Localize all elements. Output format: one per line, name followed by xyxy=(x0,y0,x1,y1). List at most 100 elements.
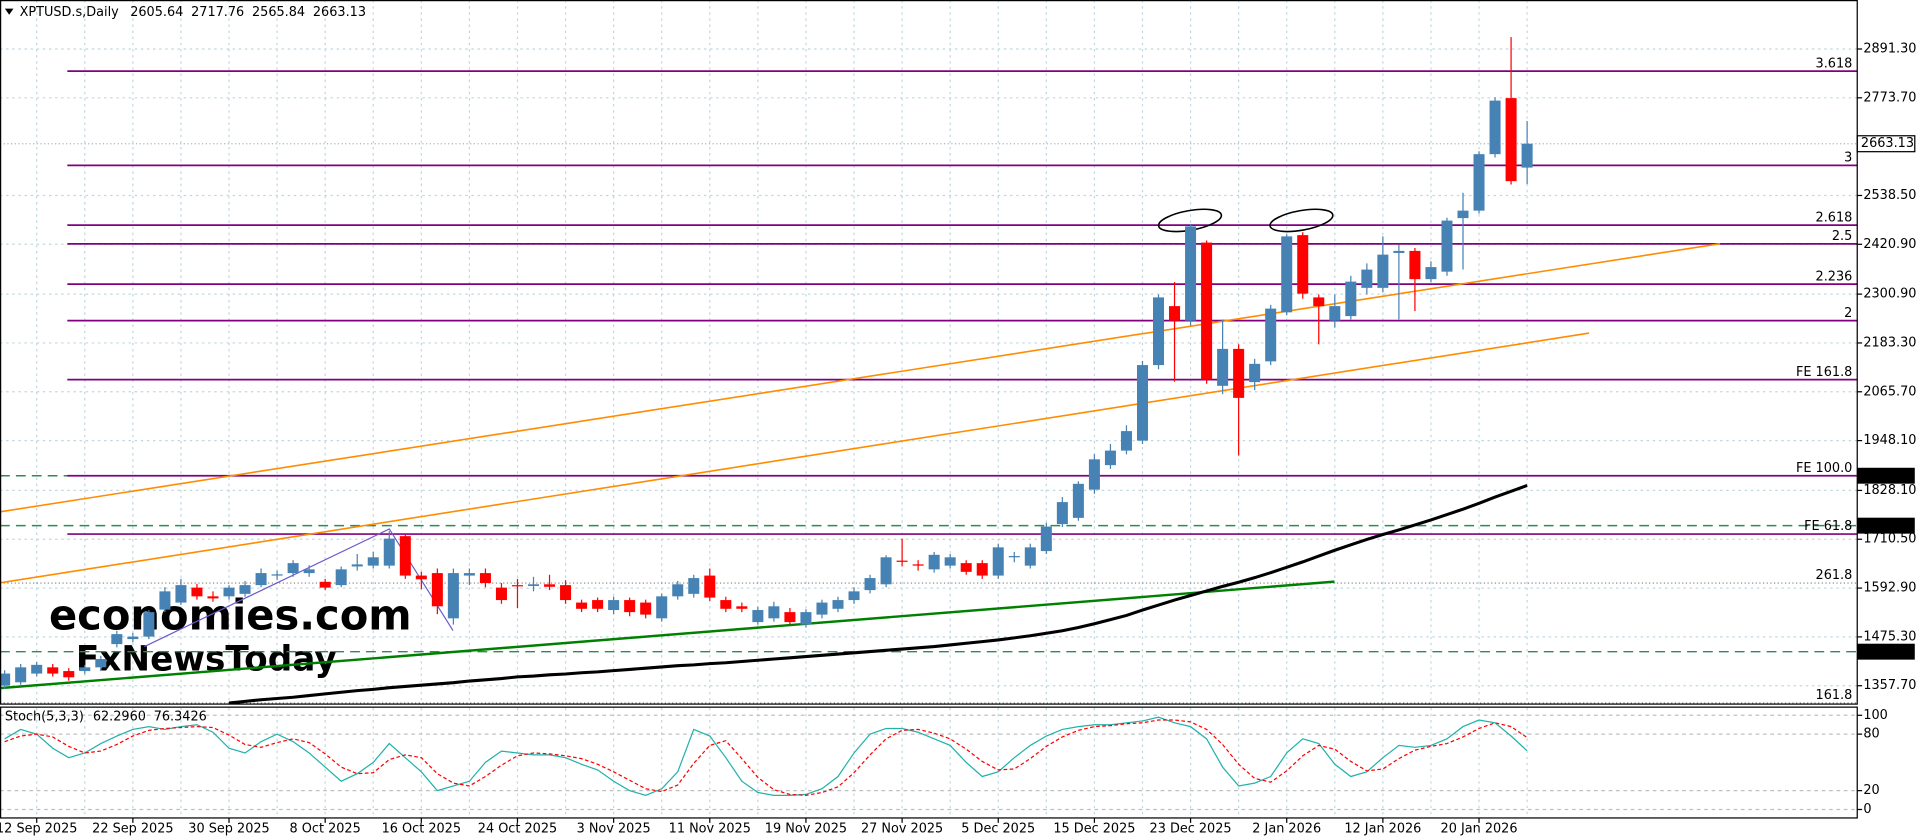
stoch-k-value: 62.2960 xyxy=(93,709,146,724)
main-panel-border xyxy=(0,0,1858,705)
candle-body xyxy=(335,569,347,586)
candle-body xyxy=(1008,556,1020,558)
candle-body xyxy=(447,573,459,619)
candle-body xyxy=(1521,143,1533,168)
candle-body xyxy=(1281,236,1293,313)
grid-layer xyxy=(0,0,1858,705)
trend-line xyxy=(0,242,1721,513)
candle-body xyxy=(1201,242,1213,380)
candle-body xyxy=(816,602,828,615)
candle-body xyxy=(1505,98,1517,182)
candle-body xyxy=(1088,459,1100,490)
candle-body xyxy=(127,636,139,640)
x-tick-label: 12 Jan 2026 xyxy=(1344,821,1421,836)
stoch-panel-border xyxy=(0,706,1858,819)
x-tick-label: 19 Nov 2025 xyxy=(765,821,847,836)
y-tick-label: 1475.30 xyxy=(1863,629,1916,644)
candle-body xyxy=(431,573,443,607)
candle-body xyxy=(1265,308,1277,362)
x-tick-label: 8 Oct 2025 xyxy=(290,821,361,836)
chart-header: XPTUSD.s,Daily 2605.64 2717.76 2565.84 2… xyxy=(20,5,366,20)
trend-line xyxy=(0,332,1590,584)
candle-body xyxy=(351,564,363,567)
candle-body xyxy=(704,575,716,598)
candle-layer xyxy=(0,37,1533,689)
fib-label: 3.618 xyxy=(1816,56,1853,71)
candle-body xyxy=(1233,348,1245,398)
candle-body xyxy=(736,606,748,609)
candle-body xyxy=(880,557,892,585)
fib-label: 2 xyxy=(1844,306,1852,321)
candle-body xyxy=(191,587,203,597)
x-tick-label: 20 Jan 2026 xyxy=(1441,821,1518,836)
moving-average xyxy=(228,484,1528,705)
candle-body xyxy=(367,557,379,566)
candle-body xyxy=(463,573,475,576)
candle-body xyxy=(656,596,668,619)
price-tag xyxy=(1857,643,1915,660)
y-tick-label: 2538.50 xyxy=(1863,188,1916,203)
price-tag xyxy=(1857,517,1915,534)
x-tick-label: 23 Dec 2025 xyxy=(1150,821,1232,836)
price-tag-label: 1743.26 xyxy=(1861,518,1914,533)
collapse-icon[interactable] xyxy=(4,8,14,15)
y-tick-label: 2300.90 xyxy=(1863,287,1916,302)
highlight-ellipse xyxy=(1269,208,1334,233)
overlay-layer xyxy=(228,484,1528,705)
candle-body xyxy=(720,600,732,609)
candle-body xyxy=(960,563,972,572)
x-tick-label: 27 Nov 2025 xyxy=(861,821,943,836)
candle-body xyxy=(1249,363,1261,383)
candle-body xyxy=(896,560,908,562)
candle-body xyxy=(848,591,860,601)
candle-body xyxy=(1072,483,1084,518)
y-tick-label: 2891.30 xyxy=(1863,41,1916,56)
fib-label: 3 xyxy=(1844,151,1852,166)
stoch-layer xyxy=(0,707,1858,818)
candle-body xyxy=(864,578,876,591)
candle-body xyxy=(111,634,123,645)
fib-label: 2.5 xyxy=(1832,229,1852,244)
fib-label: 2.618 xyxy=(1816,210,1853,225)
x-tick-label: 24 Oct 2025 xyxy=(478,821,557,836)
x-tick-label: 22 Sep 2025 xyxy=(92,821,173,836)
y-tick-label: 1592.90 xyxy=(1863,581,1916,596)
stoch-line xyxy=(4,719,1528,796)
stoch-line xyxy=(4,716,1528,797)
y-tick-label: 1357.70 xyxy=(1863,678,1916,693)
symbol: XPTUSD.s,Daily xyxy=(20,5,120,20)
candle-body xyxy=(287,563,299,574)
candle-body xyxy=(1393,250,1405,253)
candle-body xyxy=(1473,154,1485,211)
candle-body xyxy=(944,557,956,566)
candle-body xyxy=(399,536,411,576)
candle-body xyxy=(159,591,171,610)
price-tag-label: 1439.72 xyxy=(1861,644,1914,659)
stoch-header: Stoch(5,3,3) 62.2960 76.3426 xyxy=(5,709,207,724)
y-tick-label: 100 xyxy=(1863,708,1888,723)
fib-label: 2.236 xyxy=(1816,269,1853,284)
candle-body xyxy=(15,667,27,683)
candle-body xyxy=(175,585,187,603)
open-value: 2605.64 xyxy=(130,5,183,20)
candle-body xyxy=(527,584,540,586)
fib-label: 161.8 xyxy=(1816,688,1853,703)
candle-body xyxy=(511,585,523,587)
level-layer: 3.618 3 2.618 2.5 2.236 2 FE 161.8 FE 100.0 FE 6… xyxy=(0,56,1858,704)
candle-body xyxy=(1409,250,1421,280)
candle-body xyxy=(688,578,700,594)
fib-label: 261.8 xyxy=(1816,568,1853,583)
candle-body xyxy=(1345,281,1357,317)
candle-body xyxy=(31,664,43,674)
candle-body xyxy=(95,659,107,668)
candle-body xyxy=(1297,235,1309,294)
x-tick-label: 15 Dec 2025 xyxy=(1053,821,1135,836)
y-tick-label: 2065.70 xyxy=(1863,384,1916,399)
y-tick-label: 2183.30 xyxy=(1863,335,1916,350)
candle-body xyxy=(832,600,844,609)
y-tick-label: 1710.50 xyxy=(1863,532,1916,547)
x-tick-label: 2 Jan 2026 xyxy=(1252,821,1321,836)
x-tick-label: 16 Oct 2025 xyxy=(382,821,461,836)
candle-body xyxy=(1377,254,1389,288)
candle-body xyxy=(912,564,924,566)
